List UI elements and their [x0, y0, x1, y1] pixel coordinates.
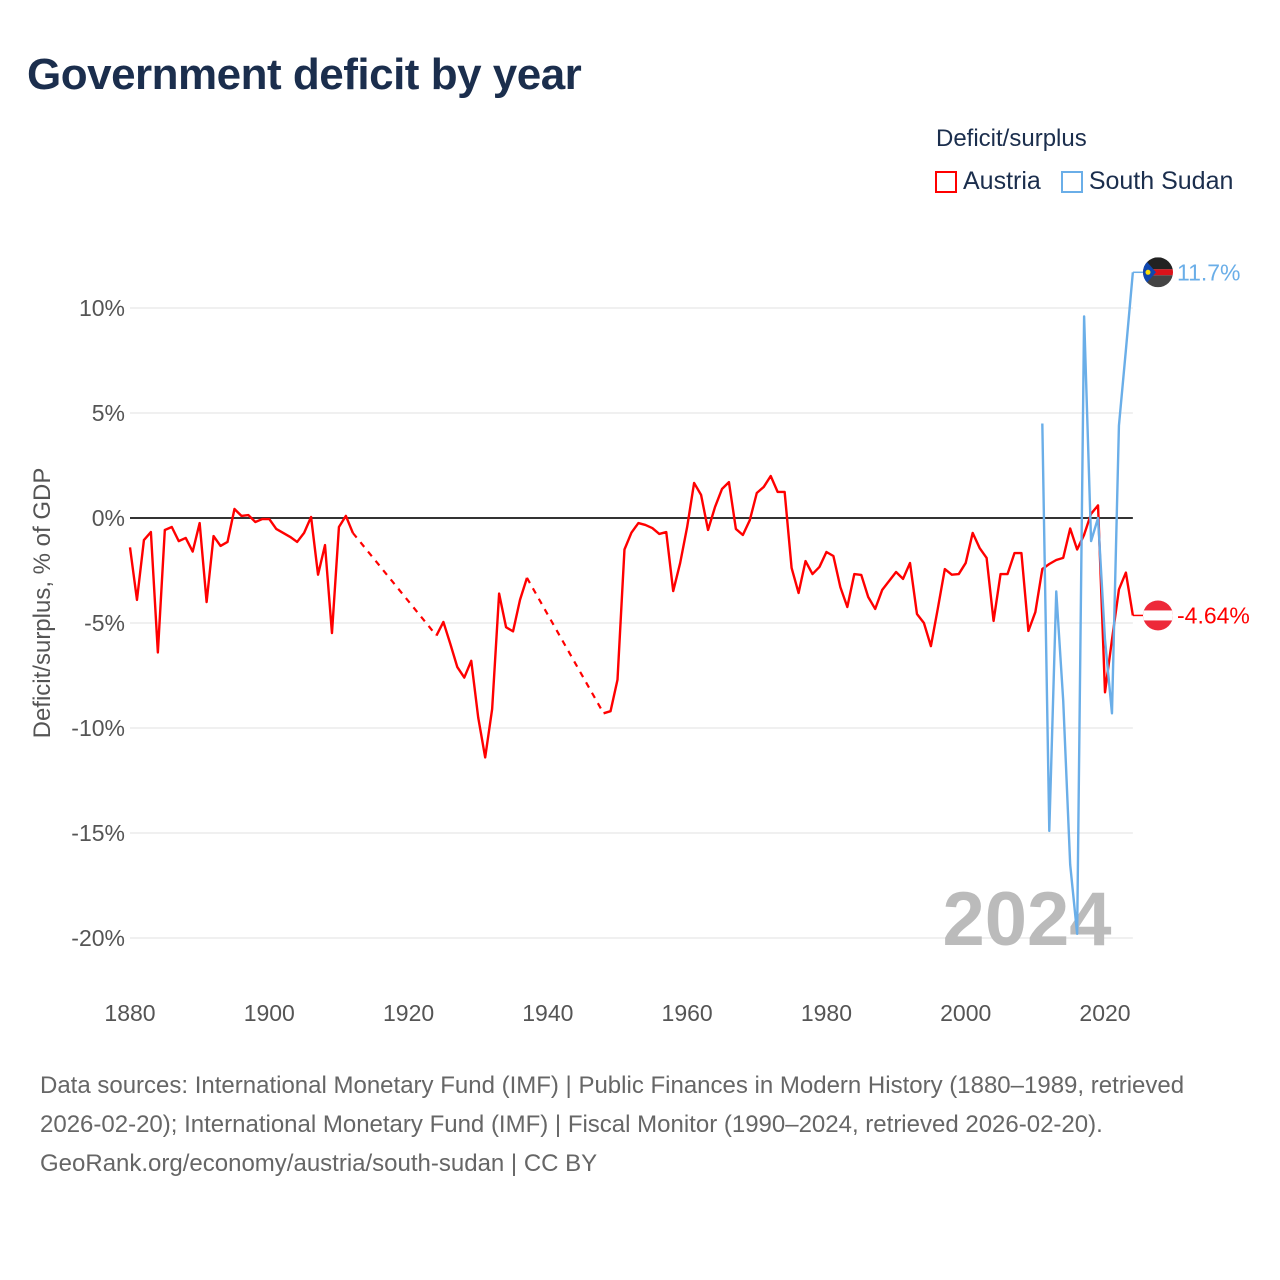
y-tick-label: -15%	[71, 820, 125, 846]
south-sudan-flag-icon	[1143, 257, 1173, 288]
x-tick-label: 2000	[940, 1000, 991, 1026]
footer: Data sources: International Monetary Fun…	[40, 1066, 1240, 1183]
legend-item-south-sudan[interactable]: South Sudan	[1060, 167, 1234, 196]
x-tick-label: 1900	[244, 1000, 295, 1026]
legend: Austria South Sudan	[935, 167, 1233, 196]
y-axis-label: Deficit/surplus, % of GDP	[29, 468, 56, 739]
legend-title: Deficit/surplus	[936, 125, 1087, 152]
x-tick-label: 1920	[383, 1000, 434, 1026]
credit-link[interactable]: GeoRank.org/economy/austria/south-sudan …	[40, 1150, 598, 1177]
x-tick-label: 2020	[1079, 1000, 1130, 1026]
x-tick-label: 1940	[522, 1000, 573, 1026]
x-tick-label: 1960	[662, 1000, 713, 1026]
legend-label-south-sudan: South Sudan	[1088, 167, 1234, 195]
y-tick-label: 5%	[92, 400, 125, 426]
south-sudan-end-label: 11.7%	[1177, 259, 1241, 285]
austria-end-label: -4.64%	[1177, 602, 1250, 628]
year-watermark: 2024	[942, 877, 1111, 962]
legend-swatch-south-sudan	[1060, 170, 1083, 193]
x-tick-label: 1880	[104, 1000, 155, 1026]
austria-gap-segment	[352, 532, 438, 637]
austria-flag-icon	[1143, 600, 1173, 631]
chart-title: Government deficit by year	[27, 50, 582, 99]
y-tick-label: -5%	[84, 610, 125, 636]
south-sudan-line[interactable]	[1041, 272, 1135, 935]
y-tick-label: -20%	[71, 925, 125, 951]
legend-label-austria: Austria	[963, 167, 1041, 195]
y-tick-label: 10%	[79, 295, 125, 321]
x-tick-label: 1980	[801, 1000, 852, 1026]
y-tick-label: 0%	[92, 505, 125, 531]
data-sources: Data sources: International Monetary Fun…	[40, 1072, 1185, 1138]
legend-swatch-austria	[935, 170, 957, 193]
legend-item-austria[interactable]: Austria	[935, 167, 1041, 196]
y-tick-label: -10%	[71, 715, 125, 741]
austria-gap-segment	[526, 577, 605, 714]
